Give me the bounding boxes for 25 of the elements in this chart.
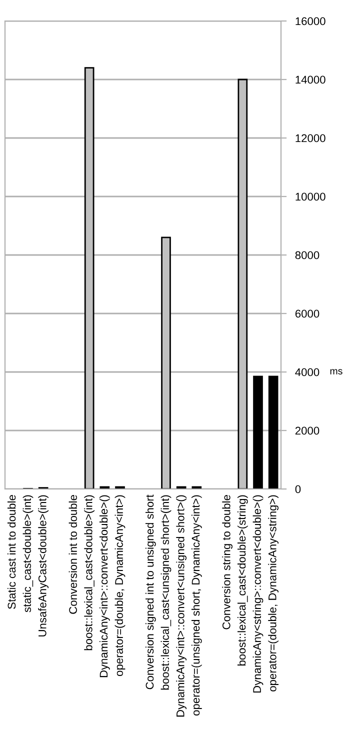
x-tick-label: Conversion signed int to unsigned short bbox=[145, 494, 156, 690]
y-tick-label: 12000 bbox=[296, 134, 326, 142]
y-tick-label: 8000 bbox=[295, 251, 320, 260]
x-tick-label: static_cast<double>(int) bbox=[22, 495, 34, 612]
y-tick-label: 0 bbox=[295, 485, 301, 494]
x-tick-label: boost::lexical_cast<double>(int) bbox=[84, 495, 95, 650]
y-tick-label: 2000 bbox=[295, 426, 320, 435]
x-tick-label: Static cast int to double bbox=[7, 495, 16, 609]
x-tick-label: UnsafeAnyCast<double>(int) bbox=[38, 495, 49, 636]
y-tick-label: 10000 bbox=[296, 192, 326, 201]
x-tick-label: boost::lexical_cast<unsigned short>(int) bbox=[160, 495, 172, 690]
x-tick-label: Conversion int to double bbox=[68, 495, 77, 614]
y-tick-label: 14000 bbox=[296, 76, 326, 84]
x-tick-label: operator=(double, DynamicAny<int>) bbox=[114, 495, 126, 676]
x-tick-label: Conversion string to double bbox=[222, 495, 233, 630]
x-tick-label: DynamicAny<int>::convert<double>() bbox=[99, 495, 110, 678]
x-tick-label: boost::lexical_cast<double>(string) bbox=[237, 495, 248, 666]
y-axis-title: ms bbox=[330, 369, 342, 374]
y-tick-label: 6000 bbox=[295, 310, 320, 318]
x-tick-label: DynamicAny<int>::convert<unsigned short>() bbox=[176, 495, 187, 717]
y-tick-label: 16000 bbox=[296, 17, 326, 26]
y-tick-label: 4000 bbox=[295, 368, 320, 376]
x-tick-label: DynamicAny<string>::convert<double>() bbox=[252, 495, 264, 693]
x-tick-label: operator=(unsigned short, DynamicAny<int>) bbox=[191, 495, 202, 716]
x-tick-label: operator=(double, DynamicAny<string>) bbox=[268, 495, 279, 692]
